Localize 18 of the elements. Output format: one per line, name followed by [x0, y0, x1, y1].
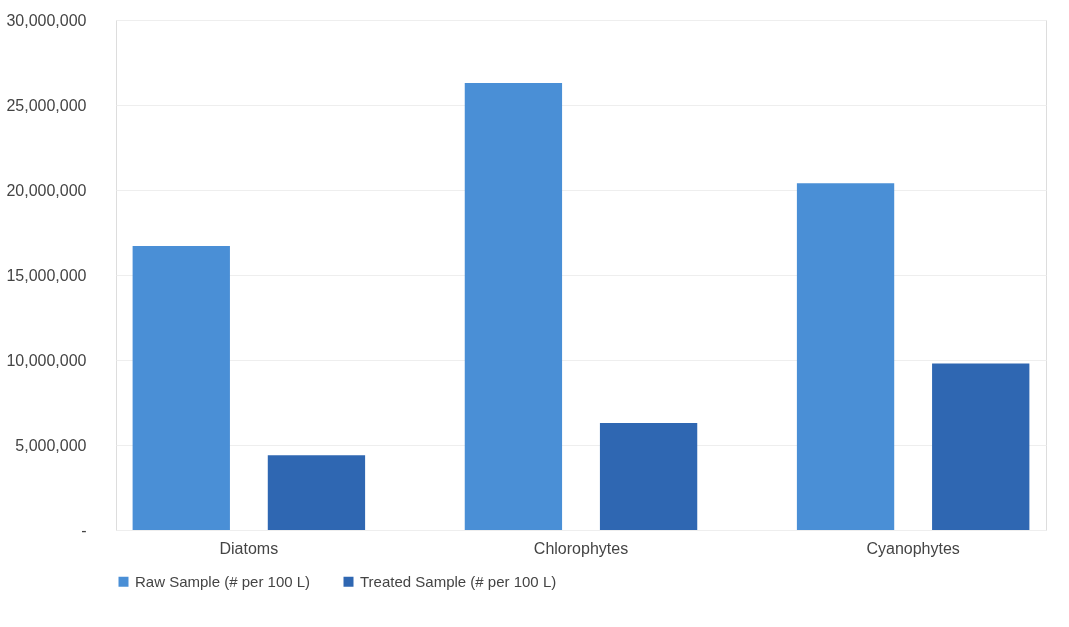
y-tick-label: - — [81, 521, 87, 539]
bar — [796, 183, 895, 530]
legend-label: Treated Sample (# per 100 L) — [360, 572, 557, 590]
y-tick-label: 10,000,000 — [6, 351, 87, 369]
bar — [599, 422, 698, 530]
bar — [267, 455, 366, 530]
x-tick-label: Cyanophytes — [866, 539, 960, 557]
x-tick-label: Diatoms — [219, 539, 279, 557]
y-tick-label: 20,000,000 — [6, 181, 87, 199]
legend-label: Raw Sample (# per 100 L) — [135, 572, 311, 590]
bar — [132, 246, 230, 530]
bar — [932, 363, 1030, 530]
y-tick-label: 15,000,000 — [6, 266, 87, 284]
y-tick-label: 30,000,000 — [6, 11, 87, 29]
y-tick-label: 25,000,000 — [6, 96, 87, 114]
bar — [464, 82, 563, 530]
x-tick-label: Chlorophytes — [533, 539, 629, 557]
y-tick-label: 5,000,000 — [15, 436, 87, 454]
